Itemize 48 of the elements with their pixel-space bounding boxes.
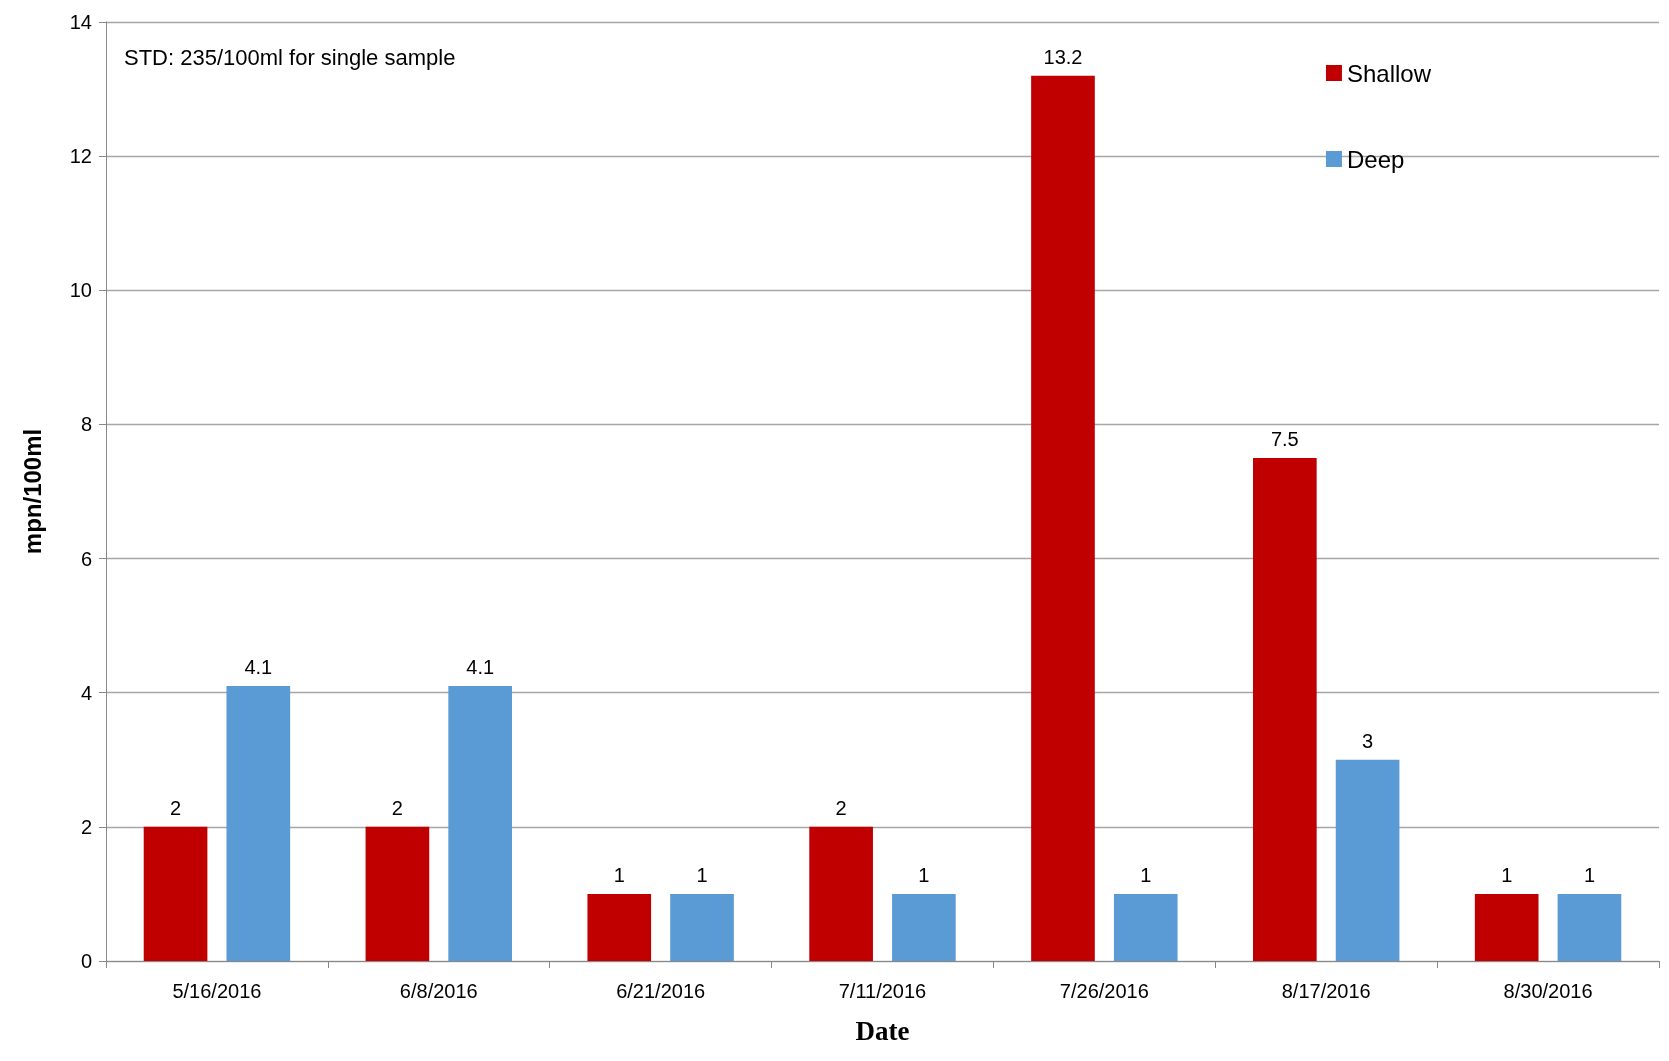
y-tick-label: 10 — [69, 279, 92, 302]
data-label: 1 — [1583, 863, 1596, 886]
bar — [1113, 893, 1178, 961]
x-tick-label: 7/11/2016 — [838, 980, 927, 1002]
bar — [892, 893, 956, 961]
y-tick-label: 2 — [80, 815, 92, 838]
annotation: STD: 235/100ml for single sample — [124, 44, 456, 70]
data-label: 2 — [391, 796, 403, 819]
y-tick-label: 14 — [69, 11, 92, 33]
x-tick-label: 5/16/2016 — [172, 980, 262, 1002]
x-tick-label: 6/21/2016 — [616, 980, 706, 1002]
bar — [143, 826, 208, 961]
bar — [226, 686, 291, 961]
bar — [448, 686, 512, 961]
data-label: 7.5 — [1270, 427, 1299, 450]
y-tick-label: 12 — [69, 145, 92, 168]
data-label: 4.1 — [466, 656, 495, 679]
y-tick-label: 8 — [80, 413, 92, 436]
bar — [1253, 457, 1317, 961]
bar — [1335, 759, 1400, 961]
bar — [809, 826, 873, 961]
x-tick-label: 8/30/2016 — [1503, 980, 1593, 1002]
data-label: 1 — [918, 863, 930, 886]
data-label: 1 — [1140, 863, 1152, 886]
x-tick-label: 8/17/2016 — [1281, 980, 1371, 1002]
data-label: 1 — [696, 863, 708, 886]
y-tick-label: 4 — [80, 681, 92, 704]
data-label: 4.1 — [244, 656, 273, 679]
data-label: 1 — [1501, 863, 1513, 886]
data-label: 1 — [613, 863, 625, 886]
y-axis-title: mpn/100ml — [18, 428, 46, 555]
legend-label: Deep — [1346, 145, 1405, 173]
y-tick-label: 0 — [80, 950, 92, 972]
bar — [587, 893, 652, 961]
x-axis-title: Date — [855, 1015, 910, 1046]
data-label: 2 — [169, 796, 182, 819]
bar — [1557, 893, 1622, 961]
bar — [1031, 75, 1095, 961]
data-label: 2 — [835, 796, 847, 819]
bar — [1474, 893, 1539, 961]
bar — [365, 826, 430, 961]
bar — [670, 893, 734, 961]
x-tick-label: 7/26/2016 — [1059, 980, 1149, 1002]
x-tick-label: 6/8/2016 — [399, 980, 478, 1002]
data-label: 13.2 — [1043, 45, 1083, 68]
data-label: 3 — [1362, 729, 1374, 752]
y-tick-label: 6 — [80, 547, 92, 570]
legend-label: Shallow — [1346, 59, 1432, 87]
